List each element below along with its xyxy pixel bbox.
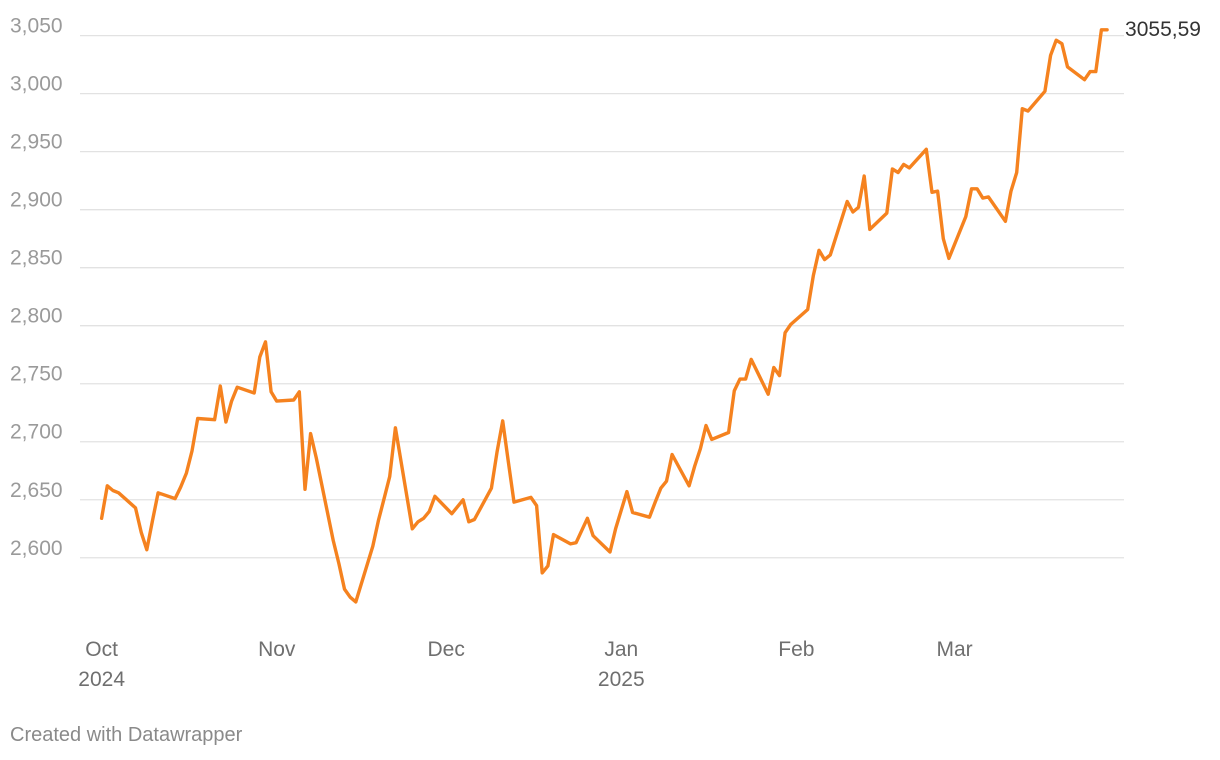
- line-chart: 2,600 2,650 2,700 2,750 2,800 2,850 2,900 2,950…: [10, 15, 1201, 691]
- last-value-label: 3055,59: [1125, 18, 1201, 41]
- x-tick-label: Jan: [604, 638, 638, 661]
- y-tick-label: 2,600: [10, 537, 63, 560]
- datawrapper-credit: Created with Datawrapper: [10, 724, 243, 746]
- y-axis-tick-labels: 2,600 2,650 2,700 2,750 2,800 2,850 2,900 2,950…: [10, 15, 63, 560]
- x-tick-label: Dec: [428, 638, 465, 661]
- y-tick-label: 3,000: [10, 73, 63, 96]
- series-lines: [99, 28, 1109, 604]
- x-tick-label: Feb: [778, 638, 814, 661]
- series-line: [99, 28, 1109, 604]
- y-tick-label: 2,850: [10, 247, 63, 270]
- y-tick-label: 2,950: [10, 131, 63, 154]
- y-tick-label: 2,750: [10, 363, 63, 386]
- x-tick-label: Nov: [258, 638, 296, 661]
- y-tick-label: 3,050: [10, 15, 63, 38]
- x-tick-year-label: 2024: [78, 668, 125, 691]
- y-tick-label: 2,650: [10, 479, 63, 502]
- x-axis-tick-labels: Oct 2024 Nov Dec Jan 2025 Feb Mar: [78, 638, 972, 691]
- x-tick-year-label: 2025: [598, 668, 645, 691]
- gridlines: [80, 34, 1124, 559]
- y-tick-label: 2,900: [10, 189, 63, 212]
- x-tick-label: Oct: [85, 638, 118, 661]
- x-tick-label: Mar: [936, 638, 972, 661]
- y-tick-label: 2,800: [10, 305, 63, 328]
- y-tick-label: 2,700: [10, 421, 63, 444]
